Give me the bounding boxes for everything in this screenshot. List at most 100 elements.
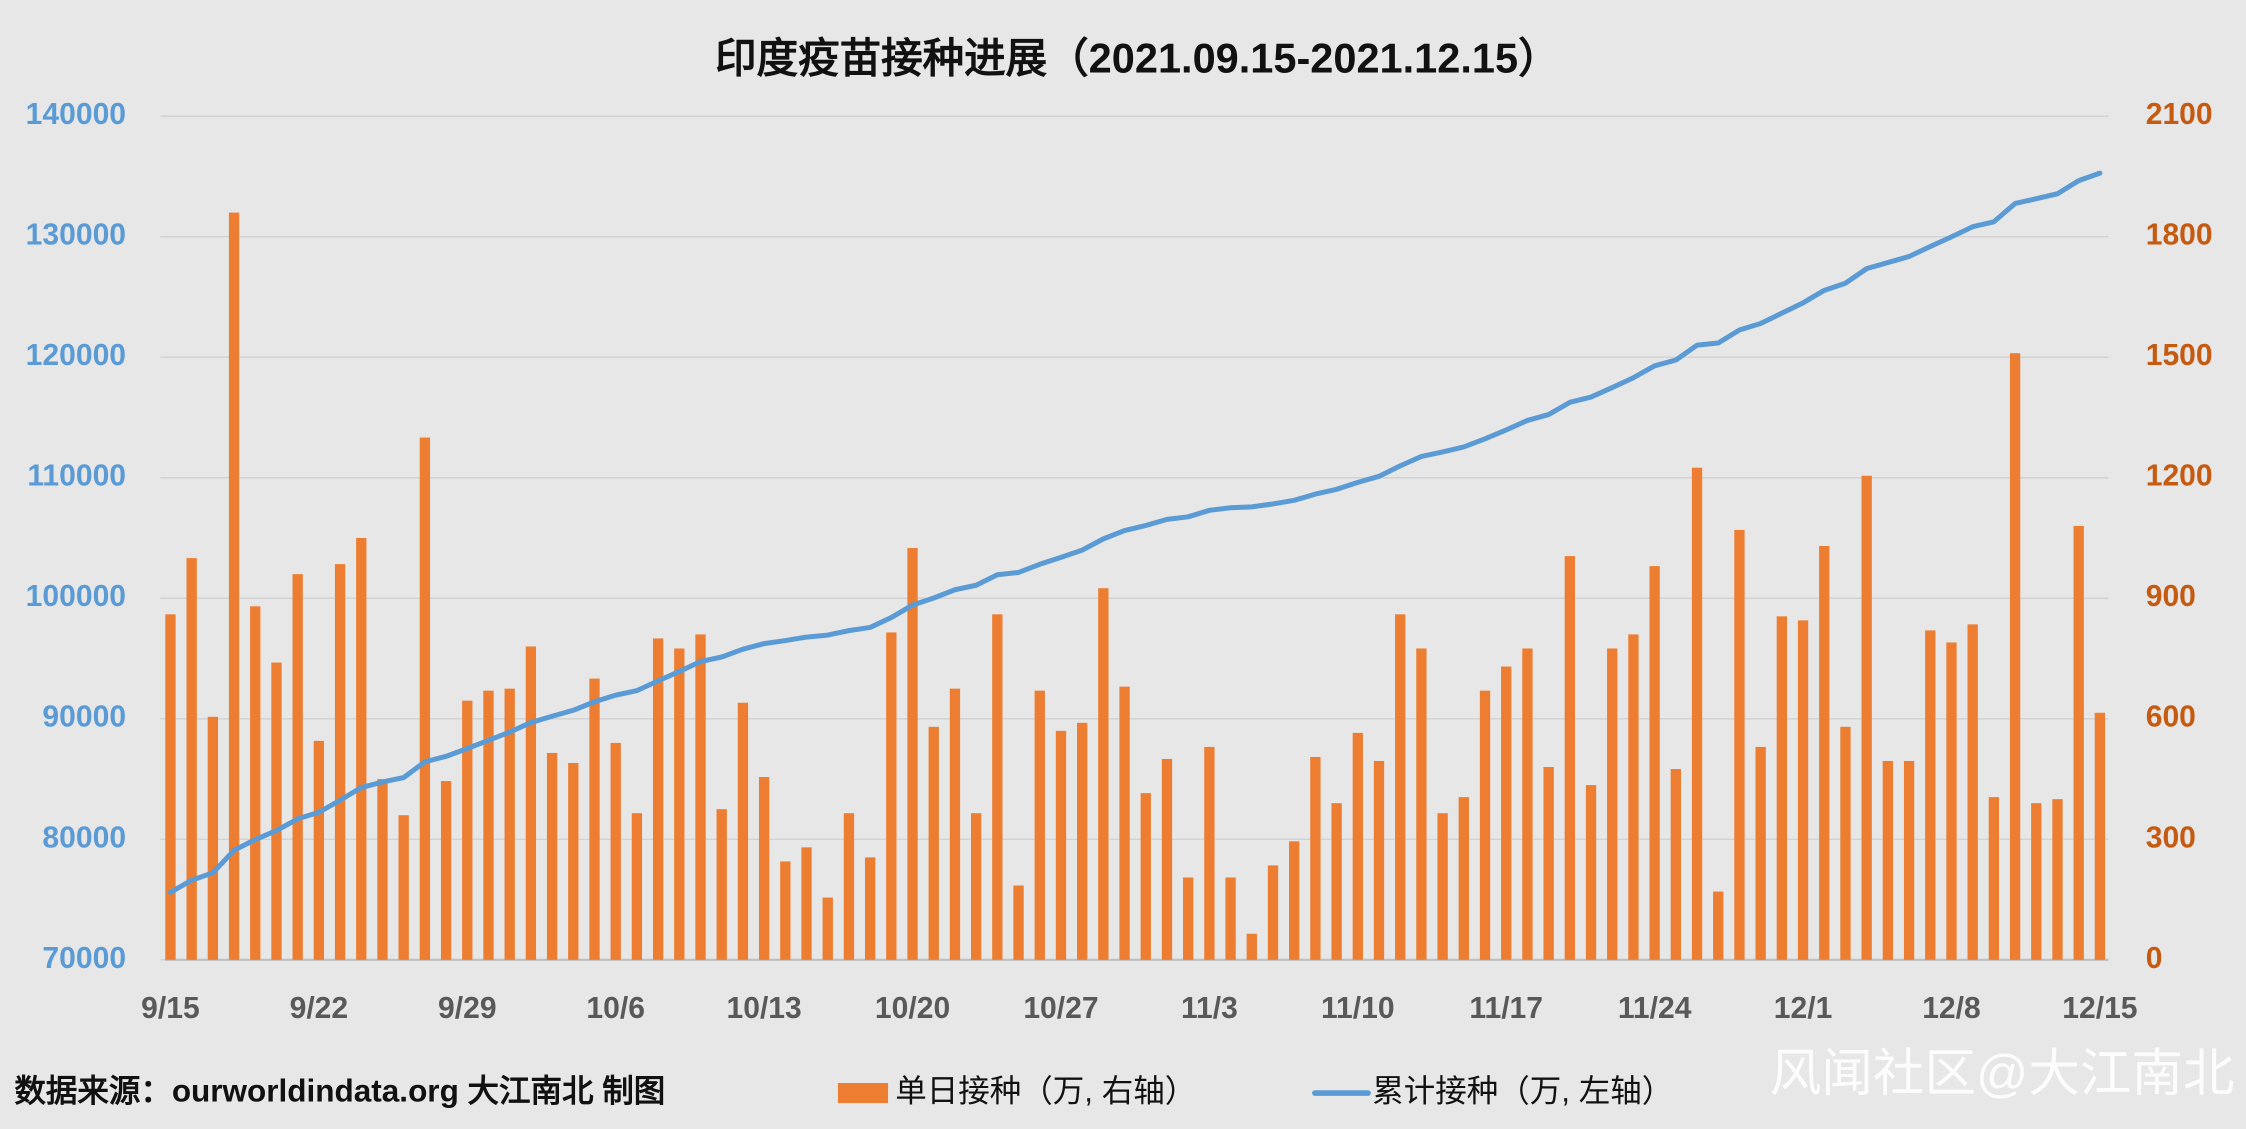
bar <box>758 777 770 960</box>
y-tick-label: 140000 <box>26 98 126 131</box>
bar <box>737 702 749 960</box>
bar <box>1119 686 1130 960</box>
bar <box>1840 726 1851 960</box>
x-tick-label: 10/27 <box>1023 992 1098 1025</box>
y-tick-label: 100000 <box>26 580 126 613</box>
bar <box>377 779 388 960</box>
bar <box>1649 566 1660 960</box>
x-tick-label: 11/17 <box>1469 992 1543 1025</box>
y-tick-label: 70000 <box>42 942 126 975</box>
bar <box>1161 758 1173 960</box>
x-tick-label: 10/6 <box>586 992 645 1025</box>
bar <box>568 762 579 960</box>
y2-tick-label: 1800 <box>2146 219 2213 252</box>
bar <box>928 726 939 960</box>
bar <box>1395 614 1406 960</box>
bar <box>780 861 791 960</box>
bar <box>1585 785 1597 960</box>
bar <box>2009 353 2021 960</box>
watermark: 风闻社区@大江南北 <box>1770 1044 2235 1102</box>
bar <box>1522 648 1533 960</box>
bar <box>356 538 367 960</box>
bar <box>1437 813 1448 960</box>
bar <box>1416 648 1427 960</box>
bar <box>610 742 621 960</box>
bar <box>970 813 982 960</box>
x-tick-label: 9/22 <box>290 992 349 1025</box>
x-tick-label: 11/10 <box>1321 992 1395 1025</box>
bar <box>949 688 961 960</box>
y2-tick-label: 0 <box>2146 942 2163 975</box>
bar <box>1310 756 1321 960</box>
x-tick-label: 12/8 <box>1922 992 1981 1025</box>
bar <box>886 632 897 960</box>
x-tick-label: 12/1 <box>1774 992 1833 1025</box>
bar <box>822 897 833 960</box>
bar <box>1267 865 1279 960</box>
bar <box>1946 642 1957 960</box>
legend-label: 累计接种（万, 左轴） <box>1372 1072 1673 1108</box>
bar <box>1098 588 1109 960</box>
bar <box>292 574 303 960</box>
y-tick-label: 120000 <box>26 339 126 372</box>
bar <box>1140 793 1151 960</box>
bar <box>165 614 176 960</box>
bar <box>1755 746 1766 960</box>
bar <box>1352 732 1363 960</box>
bar <box>1331 803 1342 960</box>
y2-tick-label: 1200 <box>2146 460 2213 493</box>
bar <box>589 678 600 960</box>
x-tick-label: 9/15 <box>141 992 200 1025</box>
chart-title: 印度疫苗接种进展（2021.09.15-2021.12.15） <box>715 35 1560 82</box>
y2-tick-label: 2100 <box>2146 98 2213 131</box>
bar <box>1034 690 1045 960</box>
bar <box>207 716 219 960</box>
bar <box>1903 760 1915 960</box>
legend-label: 单日接种（万, 右轴） <box>895 1072 1196 1108</box>
bar <box>1183 877 1194 960</box>
bar <box>1289 841 1300 960</box>
legend-swatch <box>837 1083 889 1104</box>
bar <box>1988 797 2000 960</box>
bar <box>228 212 240 960</box>
bar <box>1882 760 1894 960</box>
bar <box>907 548 918 960</box>
y-tick-label: 110000 <box>27 460 126 493</box>
bar <box>440 781 452 960</box>
bar <box>695 634 706 960</box>
bar <box>1607 648 1618 960</box>
bar <box>843 813 855 960</box>
bar <box>1713 891 1724 960</box>
bar <box>864 857 876 960</box>
bar <box>1776 616 1788 960</box>
bar <box>1564 556 1575 960</box>
x-tick-label: 11/24 <box>1618 992 1692 1025</box>
y-tick-label: 90000 <box>42 701 126 734</box>
bar <box>1628 634 1639 960</box>
y-tick-label: 80000 <box>42 821 126 854</box>
bar <box>462 700 473 960</box>
x-tick-label: 10/20 <box>875 992 950 1025</box>
bar <box>992 614 1003 960</box>
bar <box>1373 760 1385 960</box>
bar <box>1225 877 1236 960</box>
bar <box>2073 525 2084 960</box>
bar <box>186 558 197 960</box>
bar <box>1861 475 1872 960</box>
bar <box>1543 767 1554 960</box>
bar <box>1819 546 1830 960</box>
source-note: 数据来源：ourworldindata.org 大江南北 制图 <box>14 1072 665 1108</box>
bar <box>271 662 282 960</box>
x-tick-label: 9/29 <box>438 992 497 1025</box>
y-tick-label: 130000 <box>26 219 126 252</box>
bar <box>504 688 515 960</box>
bar <box>1013 885 1024 960</box>
bar <box>398 815 409 960</box>
bar <box>652 638 664 960</box>
bar <box>674 648 685 960</box>
bar <box>1055 730 1067 960</box>
bar <box>1246 933 1257 960</box>
bar <box>546 752 558 960</box>
y2-tick-label: 300 <box>2146 821 2196 854</box>
bar <box>1797 620 1809 960</box>
